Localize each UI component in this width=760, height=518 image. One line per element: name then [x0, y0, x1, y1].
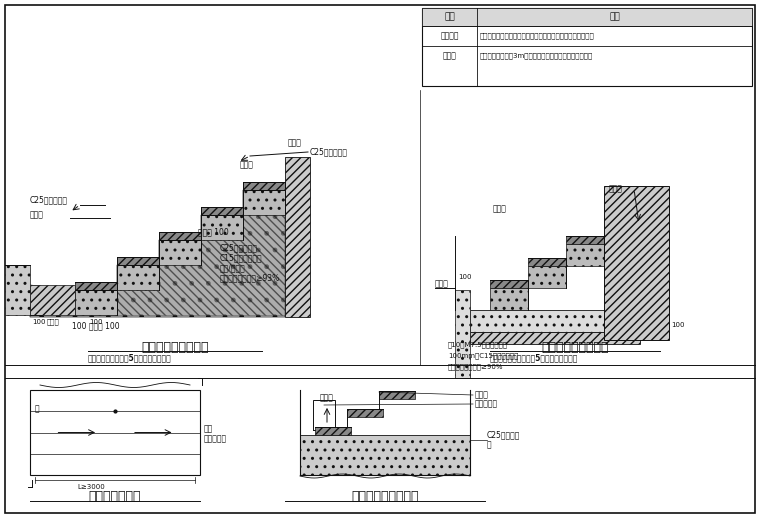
- Text: 踏步宽: 踏步宽: [46, 319, 59, 325]
- Text: 台阶导流沟: 台阶导流沟: [204, 434, 227, 443]
- Text: 踏步宽 100: 踏步宽 100: [198, 227, 229, 237]
- Bar: [201, 207, 243, 215]
- Text: 台阶面: 台阶面: [475, 391, 489, 399]
- Text: 素土压实，密实度≥93%: 素土压实，密实度≥93%: [220, 274, 280, 282]
- Text: 说明：台阶级数不大于5步时采用此做法。: 说明：台阶级数不大于5步时采用此做法。: [490, 353, 578, 363]
- Text: 台阶底: 台阶底: [30, 210, 44, 220]
- Bar: [117, 265, 159, 290]
- Bar: [5, 265, 30, 315]
- Bar: [159, 232, 201, 240]
- Bar: [528, 258, 566, 266]
- Text: 100: 100: [32, 319, 46, 325]
- Bar: [75, 282, 117, 290]
- Text: 踏步宽: 踏步宽: [320, 394, 334, 402]
- Bar: [285, 157, 310, 317]
- Text: C25混凝土结构: C25混凝土结构: [220, 243, 258, 252]
- Bar: [315, 427, 351, 435]
- Text: 100: 100: [671, 322, 685, 328]
- Text: L≥3000: L≥3000: [78, 484, 106, 490]
- Text: 第10砖M7.5水泥砂浆砌体: 第10砖M7.5水泥砂浆砌体: [448, 342, 508, 348]
- Text: 100: 100: [89, 319, 103, 325]
- Text: 构: 构: [487, 440, 492, 450]
- Text: 台阶底: 台阶底: [435, 279, 449, 288]
- Text: 导流沟: 导流沟: [442, 51, 457, 61]
- Bar: [528, 266, 566, 288]
- Bar: [470, 310, 640, 332]
- Bar: [470, 332, 640, 344]
- Text: 台阶顶: 台阶顶: [609, 184, 623, 194]
- Bar: [422, 8, 752, 86]
- Text: 台阶标准结构做法一: 台阶标准结构做法一: [141, 340, 209, 353]
- Bar: [300, 435, 470, 475]
- Bar: [243, 190, 285, 215]
- Text: 要求: 要求: [609, 12, 620, 22]
- Bar: [347, 409, 383, 417]
- Text: C25混凝土结: C25混凝土结: [487, 430, 521, 439]
- Bar: [566, 236, 604, 244]
- Text: C15素混凝土垫层: C15素混凝土垫层: [220, 253, 263, 263]
- Bar: [604, 186, 669, 340]
- Bar: [379, 391, 415, 399]
- Text: 踏步宽: 踏步宽: [240, 161, 254, 169]
- Text: 台阶标准结构做法二: 台阶标准结构做法二: [541, 340, 609, 353]
- Bar: [243, 182, 285, 190]
- Bar: [159, 240, 201, 265]
- Polygon shape: [30, 190, 285, 317]
- Bar: [313, 400, 335, 430]
- Bar: [30, 285, 75, 315]
- Text: 100 踏步宽 100: 100 踏步宽 100: [72, 322, 119, 330]
- Text: 台阶导流沟: 台阶导流沟: [475, 399, 498, 409]
- Text: 台阶结构: 台阶结构: [440, 32, 459, 40]
- Text: 下: 下: [35, 404, 40, 413]
- Text: 100: 100: [458, 274, 471, 280]
- Bar: [490, 280, 528, 288]
- Text: 台阶导流沟示意: 台阶导流沟示意: [89, 491, 141, 503]
- Text: C25混凝土结构: C25混凝土结构: [30, 195, 68, 205]
- Text: 台阶导流沟剖面示意: 台阶导流沟剖面示意: [351, 491, 419, 503]
- Text: 台阶: 台阶: [204, 424, 214, 433]
- Text: 项目: 项目: [444, 12, 455, 22]
- Bar: [117, 257, 159, 265]
- Text: 100mm厚C15素混凝土垫层: 100mm厚C15素混凝土垫层: [448, 353, 518, 359]
- Bar: [201, 215, 243, 240]
- Bar: [30, 390, 200, 475]
- Text: 踏步宽: 踏步宽: [493, 205, 507, 213]
- Bar: [455, 290, 470, 378]
- Text: 碎石/道碎石: 碎石/道碎石: [220, 264, 245, 272]
- Text: 台阶构造混凝土标号应与临近地面结构垫层混凝土标号一致。: 台阶构造混凝土标号应与临近地面结构垫层混凝土标号一致。: [480, 33, 595, 39]
- Text: 台阶顶: 台阶顶: [288, 138, 302, 148]
- Bar: [75, 290, 117, 315]
- Bar: [490, 288, 528, 310]
- Text: 说明：台阶级数大于5步时采用此做法。: 说明：台阶级数大于5步时采用此做法。: [88, 353, 172, 363]
- Text: 台阶宽度大于等于3m且两侧有挡墙时，需双边设导流沟。: 台阶宽度大于等于3m且两侧有挡墙时，需双边设导流沟。: [480, 53, 594, 59]
- Polygon shape: [75, 190, 285, 315]
- Text: 素土压实，密实度≥90%: 素土压实，密实度≥90%: [448, 364, 503, 370]
- Bar: [566, 244, 604, 266]
- Text: C25混凝土结构: C25混凝土结构: [310, 148, 348, 156]
- Bar: [422, 8, 752, 26]
